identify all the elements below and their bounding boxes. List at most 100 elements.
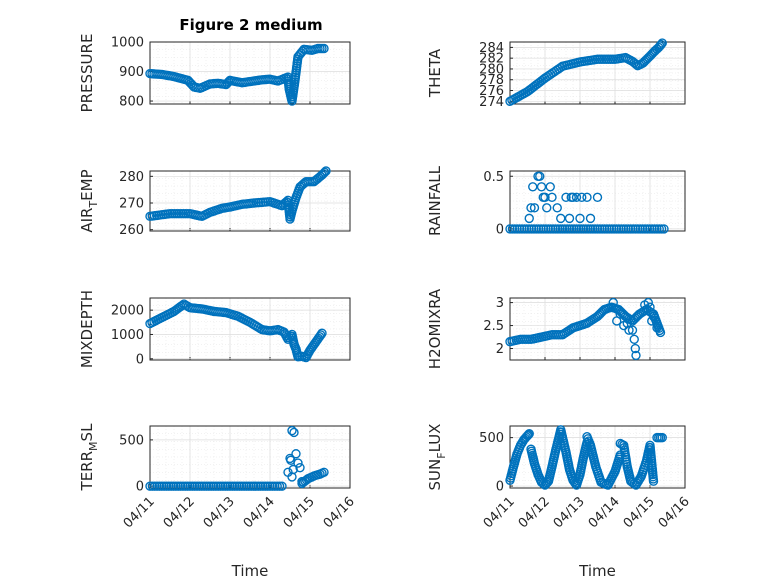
data-point (564, 213, 575, 224)
data-point (523, 430, 534, 440)
data-point (321, 166, 331, 176)
y-axis-label: MIXDEPTH (78, 290, 96, 368)
data-point (585, 213, 596, 224)
data-point (319, 467, 329, 477)
data-point (577, 192, 587, 203)
x-axis-label: Time (231, 562, 269, 580)
plot-frame (509, 297, 686, 361)
y-tick-label: 284 (479, 41, 504, 56)
data-point (545, 182, 555, 192)
data-point (295, 462, 305, 473)
data-markers (505, 297, 666, 361)
data-point (222, 78, 233, 88)
data-point (631, 350, 641, 361)
x-tick-label: 04/16 (656, 494, 693, 531)
data-point (571, 192, 582, 203)
data-point (648, 476, 659, 486)
data-point (552, 203, 562, 213)
subplot-mixdepth: 0 1000 2000 MIXDEPTH (78, 290, 351, 368)
data-point (535, 171, 545, 181)
data-point (522, 430, 533, 441)
data-point (297, 476, 307, 487)
y-axis-label: SUNFLUX (426, 424, 448, 491)
data-point (622, 318, 632, 328)
x-tick-label: 04/15 (281, 494, 318, 531)
data-point (656, 39, 666, 50)
data-point (319, 43, 329, 54)
subplot-h2omixra: 2 2.5 3 H2OMIXRA (426, 288, 686, 369)
data-markers (145, 299, 327, 363)
y-tick-label: 800 (119, 95, 144, 110)
x-tick-label: 04/16 (321, 494, 358, 531)
y-tick-label: 0 (496, 222, 504, 237)
y-axis-label: THETA (426, 48, 444, 98)
data-point (630, 343, 640, 354)
data-point (529, 203, 540, 213)
y-tick-label: 0 (496, 480, 504, 495)
data-point (561, 192, 571, 203)
data-markers (145, 43, 329, 106)
subplot-rainfall: 0 0.5 RAINFALL (426, 165, 686, 237)
data-point (288, 464, 298, 475)
data-point (592, 192, 603, 203)
y-axis-label: H2OMIXRA (426, 288, 444, 369)
y-tick-label: 900 (119, 65, 144, 80)
data-markers (505, 171, 669, 234)
y-tick-label: 276 (479, 84, 504, 99)
data-point (318, 168, 329, 179)
y-tick-label: 0 (136, 352, 144, 367)
data-point (556, 213, 566, 224)
data-point (293, 458, 303, 468)
x-tick-label: 04/11 (481, 494, 518, 531)
data-point (657, 432, 667, 443)
data-point (277, 481, 287, 491)
x-tick-label: 04/13 (551, 494, 588, 531)
y-tick-label: 260 (119, 223, 144, 238)
subplot-airtemp: 260 270 280 AIRTEMP (78, 166, 351, 238)
data-markers (145, 166, 331, 224)
plot-frame (509, 170, 686, 232)
data-point (657, 38, 667, 48)
data-point (540, 192, 550, 203)
data-point (547, 192, 557, 203)
data-point (319, 167, 330, 178)
data-point (316, 330, 326, 340)
y-tick-label: 2.5 (483, 319, 504, 334)
y-axis-label: PRESSURE (78, 34, 96, 113)
data-point (582, 192, 592, 203)
y-tick-label: 0 (136, 480, 144, 495)
x-tick-label: 04/12 (516, 494, 553, 531)
y-axis-label: RAINFALL (426, 165, 444, 236)
x-tick-label: 04/15 (621, 494, 658, 531)
x-tick-label: 04/13 (201, 494, 238, 531)
y-axis-label: AIRTEMP (78, 169, 100, 232)
data-point (643, 297, 653, 308)
data-point (289, 427, 299, 438)
data-point (659, 224, 669, 234)
data-point (575, 213, 585, 224)
data-markers (505, 425, 667, 490)
data-point (542, 203, 552, 213)
data-point (528, 182, 538, 192)
subplot-sunflux: 0 500 SUNFLUX 04/1104/1204/1304/1404/1504/1… (426, 424, 693, 580)
y-tick-label: 1000 (111, 328, 144, 343)
data-point (608, 297, 618, 308)
data-point (629, 334, 639, 345)
data-point (526, 203, 536, 213)
y-tick-label: 2000 (111, 304, 144, 319)
data-point (627, 325, 638, 335)
data-point (648, 311, 659, 322)
data-point (631, 59, 641, 69)
data-point (655, 41, 665, 51)
data-point (317, 328, 327, 338)
y-tick-label: 3 (496, 296, 504, 311)
x-axis-label: Time (578, 562, 616, 580)
data-point (647, 316, 657, 326)
data-point (568, 192, 578, 203)
plot-frame (509, 41, 686, 105)
data-point (536, 182, 547, 192)
data-point (652, 323, 662, 333)
